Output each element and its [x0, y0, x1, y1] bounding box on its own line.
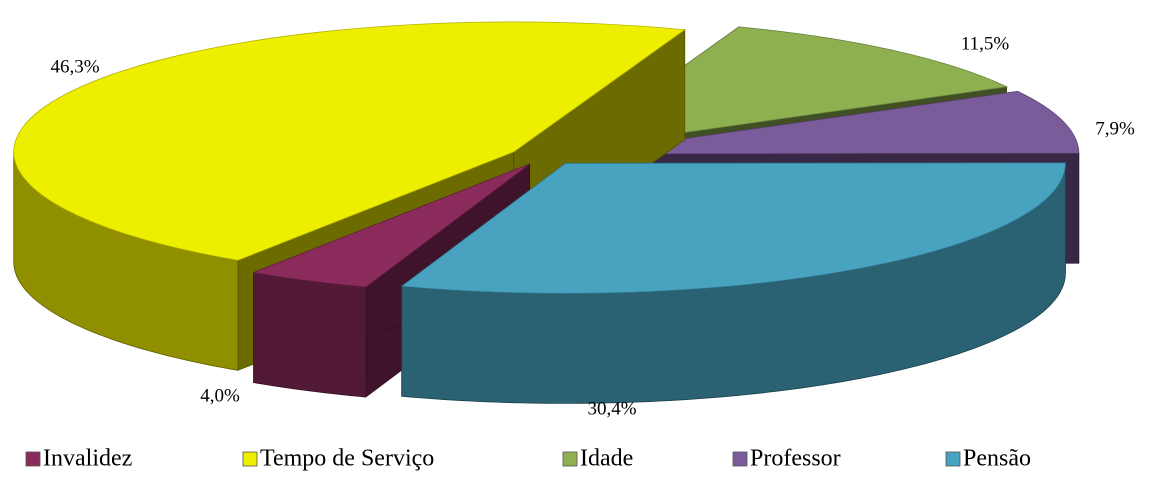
legend-label: Idade	[580, 446, 633, 472]
legend-swatch	[732, 451, 748, 467]
data-label: 4,0%	[200, 385, 240, 406]
data-label: 7,9%	[1095, 118, 1135, 139]
legend-label: Professor	[750, 446, 841, 472]
legend-swatch	[242, 451, 258, 467]
slice	[13, 21, 686, 261]
slice	[252, 163, 530, 288]
legend-label: Tempo de Serviço	[260, 446, 434, 472]
slice	[400, 162, 1066, 294]
data-label: 11,5%	[961, 33, 1010, 54]
legend-swatch	[25, 451, 41, 467]
slice-side	[253, 272, 367, 398]
slice	[578, 91, 1080, 155]
data-label: 46,3%	[50, 56, 99, 77]
legend-swatch	[562, 451, 578, 467]
legend-label: Pensão	[963, 446, 1031, 472]
data-label: 30,4%	[587, 398, 636, 419]
legend-label: Invalidez	[43, 446, 132, 472]
legend-swatch	[945, 451, 961, 467]
